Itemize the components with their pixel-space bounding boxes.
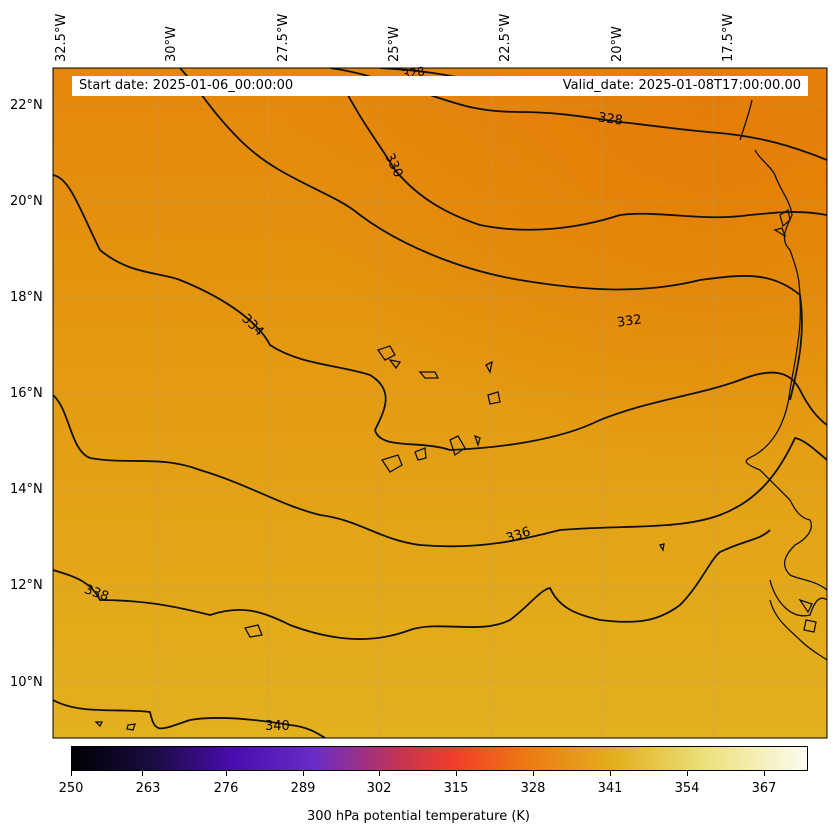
colorbar-tick-367: 367 <box>751 781 777 796</box>
start-date-text: Start date: 2025-01-06_00:00:00 <box>79 78 294 93</box>
colorbar-gradient <box>72 747 807 770</box>
colorbar-tickmark <box>379 771 380 776</box>
gridlines <box>53 68 827 738</box>
colorbar-tickmark <box>764 771 765 776</box>
africa-coastline <box>739 99 827 661</box>
guinea-coast <box>769 579 827 617</box>
lat-label-18n: 18°N <box>10 290 43 305</box>
lon-label-25w: 25°W <box>387 26 402 62</box>
contour-336 <box>53 529 771 640</box>
lon-label-27-5w: 27.5°W <box>276 13 291 62</box>
info-bar: Start date: 2025-01-06_00:00:00 Valid_da… <box>72 76 808 96</box>
valid-date-text: Valid_date: 2025-01-08T17:00:00.00 <box>562 78 801 93</box>
cape-verde-1 <box>376 345 396 361</box>
lat-label-22n: 22°N <box>10 98 43 113</box>
colorbar-tick-289: 289 <box>290 781 316 796</box>
lat-label-12n: 12°N <box>10 578 43 593</box>
colorbar-tick-302: 302 <box>366 781 392 796</box>
colorbar-tickmark <box>142 771 143 776</box>
lat-label-14n: 14°N <box>10 482 43 497</box>
colorbar-tickmark <box>303 771 304 776</box>
lon-label-17-5w: 17.5°W <box>721 13 736 62</box>
cape-verde-3 <box>418 371 440 379</box>
colorbar-tick-354: 354 <box>674 781 700 796</box>
colorbar-tickmark <box>71 771 72 776</box>
cape-verde-7 <box>414 447 427 461</box>
isotherm-contours <box>53 68 827 738</box>
colorbar <box>71 746 808 771</box>
colorbar-tick-263: 263 <box>135 781 161 796</box>
colorbar-title: 300 hPa potential temperature (K) <box>306 809 530 824</box>
cape-verde-5 <box>487 391 501 405</box>
colorbar-tick-328: 328 <box>520 781 546 796</box>
lon-label-32-5w: 32.5°W <box>54 13 69 62</box>
cape-verde-8 <box>380 454 403 473</box>
contour-label-340: 340 <box>265 719 290 734</box>
lat-label-20n: 20°N <box>10 194 43 209</box>
colorbar-tickmark <box>226 771 227 776</box>
contour-334 <box>53 394 827 548</box>
lat-label-10n: 10°N <box>10 675 43 690</box>
coastlines <box>94 99 827 731</box>
island-sw2 <box>126 723 136 731</box>
colorbar-tickmark <box>687 771 688 776</box>
cape-verde-4 <box>485 360 493 374</box>
small-island <box>658 543 665 552</box>
sierra-leone-islands <box>798 598 817 633</box>
cape-verde-2 <box>388 359 402 370</box>
colorbar-tickmark <box>456 771 457 776</box>
colorbar-tickmark <box>533 771 534 776</box>
lon-label-30w: 30°W <box>164 26 179 62</box>
colorbar-tick-315: 315 <box>443 781 469 796</box>
colorbar-tick-341: 341 <box>597 781 623 796</box>
cape-verde-9 <box>473 434 481 448</box>
contour-332 <box>53 174 827 451</box>
contour-330b <box>339 79 827 231</box>
colorbar-tick-276: 276 <box>213 781 239 796</box>
canary-islands <box>773 208 791 238</box>
lon-label-20w: 20°W <box>610 26 625 62</box>
contour-330 <box>179 68 803 401</box>
lon-label-22-5w: 22.5°W <box>498 13 513 62</box>
colorbar-tickmark <box>610 771 611 776</box>
island-south <box>244 624 263 638</box>
contour-338 <box>53 699 326 738</box>
map-frame <box>52 67 828 739</box>
lat-label-16n: 16°N <box>10 386 43 401</box>
cape-verde-6 <box>449 435 466 457</box>
colorbar-tick-250: 250 <box>58 781 84 796</box>
map-field <box>53 68 827 738</box>
island-sw1 <box>94 721 104 728</box>
